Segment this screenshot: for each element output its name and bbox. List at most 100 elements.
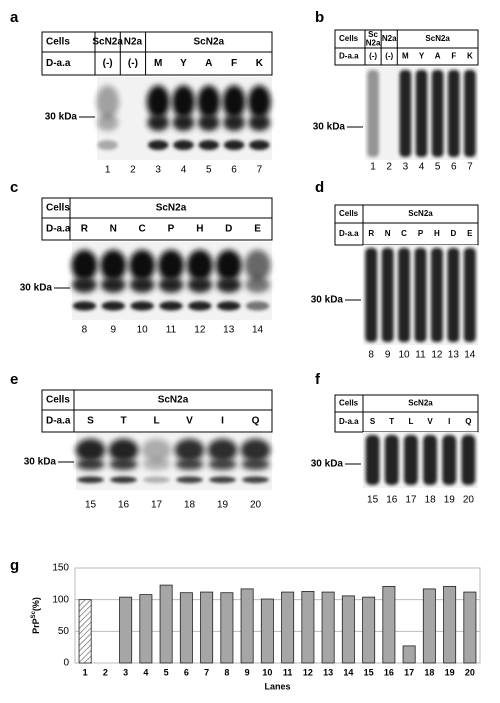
bar bbox=[119, 596, 133, 664]
blot-band bbox=[222, 85, 246, 119]
amino-acid: R bbox=[81, 224, 89, 235]
lane-number: 5 bbox=[435, 162, 441, 173]
blot-band bbox=[108, 438, 139, 462]
blot-band bbox=[110, 476, 137, 484]
blot-band bbox=[77, 476, 104, 484]
x-tick-label: 4 bbox=[143, 667, 148, 677]
blot-smear bbox=[398, 248, 410, 342]
blot-smear bbox=[442, 435, 457, 485]
bar bbox=[260, 598, 274, 664]
blot-band bbox=[72, 301, 97, 311]
blot-smear bbox=[415, 70, 428, 157]
x-tick-label: 9 bbox=[245, 667, 250, 677]
x-tick-label: 17 bbox=[404, 667, 414, 677]
y-axis-label: PrPSc(%) bbox=[31, 597, 42, 634]
blot-smear bbox=[365, 435, 380, 485]
amino-acid: E bbox=[467, 229, 473, 238]
amino-acid: D bbox=[225, 224, 232, 235]
amino-acid: I bbox=[448, 417, 450, 426]
blot-band bbox=[208, 458, 237, 471]
lane-number: 3 bbox=[155, 165, 161, 176]
blot-band bbox=[174, 438, 205, 462]
lane-number: 2 bbox=[386, 162, 392, 173]
panel-letter: g bbox=[10, 557, 19, 574]
panel-letter: d bbox=[315, 179, 324, 196]
lane-number: 6 bbox=[451, 162, 457, 173]
blot-band bbox=[147, 114, 170, 131]
lane-number: 11 bbox=[415, 350, 426, 361]
bar bbox=[78, 599, 92, 664]
lane-number: 14 bbox=[252, 325, 264, 336]
blot-smear bbox=[423, 435, 437, 485]
amino-acid: H bbox=[196, 224, 203, 235]
lane-number: 7 bbox=[257, 165, 263, 176]
cell-group: ScN2a bbox=[425, 34, 450, 43]
amino-acid: (-) bbox=[103, 58, 113, 69]
blot-band bbox=[241, 458, 270, 471]
bar bbox=[463, 591, 477, 664]
blot-band bbox=[248, 114, 271, 131]
bar bbox=[422, 588, 436, 664]
y-tick-label: 0 bbox=[63, 658, 69, 669]
lane-number: 8 bbox=[368, 350, 374, 361]
amino-acid: (-) bbox=[385, 52, 393, 61]
row-label: D-a.a bbox=[339, 417, 359, 426]
amino-acid: F bbox=[231, 58, 237, 69]
blot-smear bbox=[381, 248, 394, 342]
cell-group: ScN2a bbox=[408, 399, 433, 408]
blot-band bbox=[129, 249, 156, 281]
amino-acid: S bbox=[370, 417, 376, 426]
lane-number: 16 bbox=[118, 500, 130, 511]
x-tick-label: 10 bbox=[262, 667, 272, 677]
amino-acid: R bbox=[368, 229, 374, 238]
bar bbox=[341, 595, 355, 664]
x-tick-label: 19 bbox=[445, 667, 455, 677]
cell-group: ScN2a bbox=[92, 37, 123, 48]
bar bbox=[220, 592, 234, 664]
lane-number: 8 bbox=[82, 325, 88, 336]
bar bbox=[139, 594, 153, 664]
blot-band bbox=[172, 114, 195, 131]
blot-band bbox=[143, 476, 170, 484]
row-label: Cells bbox=[46, 37, 70, 48]
blot-background bbox=[76, 433, 272, 490]
lane-number: 15 bbox=[85, 500, 97, 511]
bar bbox=[382, 585, 396, 664]
blot-band bbox=[242, 476, 269, 484]
blot-band bbox=[216, 277, 242, 293]
blot-band bbox=[158, 249, 184, 281]
blot-smear bbox=[431, 248, 443, 342]
blot-smear bbox=[384, 435, 399, 485]
amino-acid: D bbox=[450, 229, 456, 238]
lane-number: 19 bbox=[217, 500, 229, 511]
lane-number: 19 bbox=[444, 495, 456, 506]
lane-number: 20 bbox=[250, 500, 262, 511]
blot-band bbox=[172, 85, 195, 119]
cell-group: ScN2a bbox=[193, 37, 224, 48]
bar bbox=[281, 591, 295, 664]
amino-acid: F bbox=[451, 52, 456, 61]
cell-group: ScN2a bbox=[408, 209, 433, 218]
row-label: D-a.a bbox=[46, 224, 71, 235]
size-marker: 30 kDa bbox=[24, 457, 57, 468]
blot-smear bbox=[365, 248, 378, 342]
blot-panel: d Cells D-a.a ScN2a R N C P H D E 30 kDa 8 9 10 11 12 13 1… bbox=[311, 179, 479, 361]
amino-acid: M bbox=[402, 52, 409, 61]
blot-band bbox=[175, 458, 204, 471]
blot-band bbox=[129, 277, 155, 293]
table-frame bbox=[41, 31, 273, 76]
blot-band bbox=[71, 249, 98, 281]
blot-band bbox=[146, 85, 170, 119]
amino-acid: L bbox=[408, 417, 413, 426]
lane-number: 1 bbox=[105, 165, 111, 176]
x-tick-label: 7 bbox=[204, 667, 209, 677]
blot-smear bbox=[399, 70, 412, 157]
y-axis-label-sup: Sc bbox=[31, 610, 37, 618]
blot-band bbox=[130, 301, 154, 311]
blot-band bbox=[209, 476, 236, 484]
lane-number: 12 bbox=[431, 350, 443, 361]
blot-band bbox=[186, 249, 213, 281]
y-tick-label: 150 bbox=[52, 563, 69, 574]
amino-acid: C bbox=[401, 229, 407, 238]
